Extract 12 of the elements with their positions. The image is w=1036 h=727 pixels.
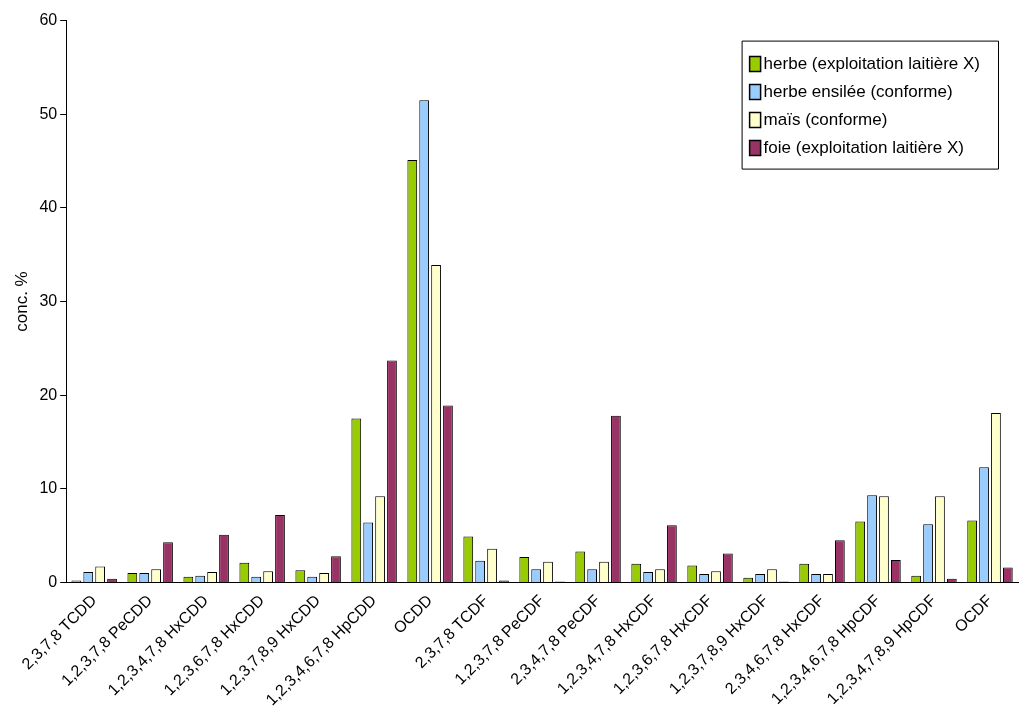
y-tick-label: 10 (39, 479, 58, 497)
y-axis-title: conc. % (11, 271, 31, 332)
legend-label: herbe ensilée (conforme) (763, 82, 953, 102)
y-tick-label: 30 (39, 291, 58, 309)
y-tick-label: 0 (48, 572, 58, 590)
y-tick-label: 50 (39, 104, 58, 122)
y-tick-label: 20 (39, 385, 58, 403)
legend-label: foie (exploitation laitière X) (763, 138, 964, 158)
y-tick-label: 60 (39, 11, 58, 29)
legend-label: maïs (conforme) (763, 110, 888, 130)
y-tick-label: 40 (39, 198, 58, 216)
legend-label: herbe (exploitation laitière X) (763, 54, 981, 74)
